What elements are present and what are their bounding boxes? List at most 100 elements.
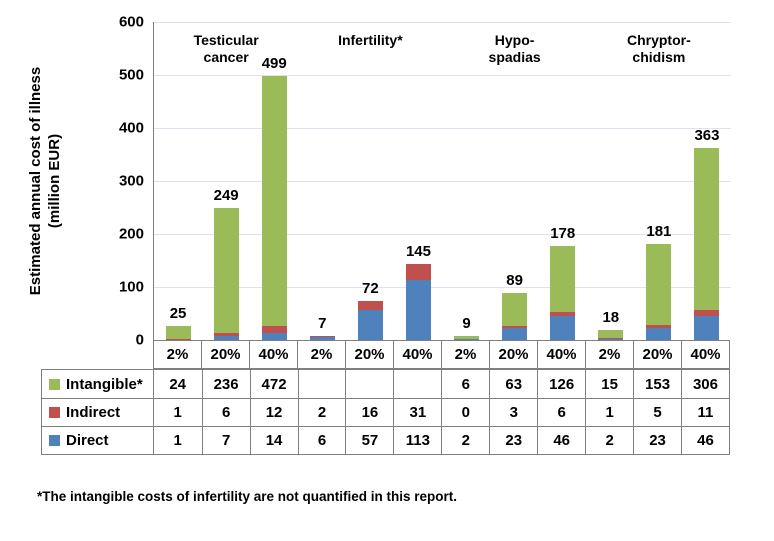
x-tick-cell: 2% [441, 341, 489, 368]
bar-total-label: 25 [169, 305, 187, 323]
table-value-cell: 6 [441, 370, 489, 398]
x-tick-cell: 20% [489, 341, 537, 368]
table-value-cell: 306 [681, 370, 729, 398]
bar-segment-direct [454, 338, 480, 340]
table-value-cell: 31 [393, 399, 441, 426]
table-value-cell: 12 [249, 399, 298, 426]
table-value-cell: 1 [173, 404, 182, 421]
gridline-200 [154, 233, 731, 235]
bar-total-label: 89 [506, 271, 523, 289]
table-value-cell: 57 [345, 427, 393, 454]
bar-segment-direct [261, 332, 287, 340]
bar-segment-indirect [165, 338, 191, 340]
table-value-cell: 2 [585, 427, 633, 454]
table-value-cell: 16 [345, 399, 393, 426]
table-value-cell: 6 [297, 427, 346, 454]
table-value-cell: 6 [201, 399, 250, 426]
table-value-cell: 14 [249, 427, 298, 454]
series-name: Intangible* [66, 375, 143, 393]
plot-area: Testicular cancer Infertility* Hypo- spadi… [153, 21, 731, 340]
bar-total-label: 178 [550, 224, 576, 242]
x-tick-cell: 40% [537, 341, 585, 368]
bar-total-label: 18 [602, 309, 620, 327]
x-tick-cell: 20% [633, 341, 681, 368]
table-value-cell: 23 [489, 427, 537, 454]
table-value-cell: 236 [201, 370, 250, 398]
bar-total-label: 249 [213, 187, 239, 205]
bar-segment-intangible [502, 292, 528, 327]
legend-swatch [49, 378, 60, 390]
x-tick-cell: 2% [585, 341, 633, 368]
table-value-cell: 113 [393, 427, 441, 454]
bar-segment-direct [598, 338, 624, 340]
bar-total-label: 181 [646, 223, 672, 241]
table-row-intangible: Intangible* 24 236 472 6 63 126 15 153 306 [42, 370, 729, 398]
bar-segment-intangible [165, 326, 191, 339]
group-label: Infertility* [338, 32, 403, 48]
group-label: Testicular cancer [193, 32, 259, 65]
gridline-600 [154, 21, 731, 23]
bar-segment-direct [405, 280, 431, 340]
table-value-cell: 46 [681, 427, 729, 454]
bar-segment-indirect [646, 325, 672, 328]
bar-segment-intangible [550, 245, 576, 313]
gridline-300 [154, 180, 731, 182]
bar-segment-intangible [261, 76, 287, 327]
x-tick-cell: 20% [345, 341, 393, 368]
data-table: Intangible* 24 236 472 6 63 126 15 153 306 Indirec… [41, 369, 730, 455]
table-value-cell: 2 [441, 427, 489, 454]
bar-segment-direct [357, 309, 383, 340]
bar-segment-indirect [261, 326, 287, 333]
series-label-cell: Indirect [42, 399, 154, 426]
table-value-cell: 1 [585, 399, 633, 426]
bar-segment-direct [309, 336, 335, 340]
series-label-cell: Direct [42, 427, 154, 454]
bar-segment-indirect [309, 335, 335, 337]
footnote: *The intangible costs of infertility are… [37, 489, 458, 504]
x-axis-category-row: 2% 20% 40% 2% 20% 40% 2% 20% 40% 2% 20% 40% [153, 340, 730, 369]
table-value-cell: 7 [201, 427, 250, 454]
series-name: Indirect [66, 404, 121, 421]
bar-segment-direct [694, 315, 720, 340]
table-value-cell: 46 [537, 427, 585, 454]
bar-total-label: 145 [405, 242, 431, 260]
series-label-cell: Intangible* [42, 370, 154, 398]
table-value-cell: 63 [489, 370, 537, 398]
y-tick-label: 600 [118, 13, 144, 31]
y-tick-label: 0 [135, 331, 144, 349]
legend-swatch [49, 407, 60, 418]
bar-segment-indirect [598, 338, 624, 339]
gridline-400 [154, 127, 731, 129]
legend-swatch [49, 435, 60, 446]
bar-segment-direct [213, 336, 239, 340]
gridline-100 [154, 286, 731, 288]
table-value-cell: 11 [681, 399, 729, 426]
table-value-cell [345, 370, 393, 398]
x-tick-cell: 40% [681, 341, 729, 368]
bar-segment-indirect [502, 326, 528, 328]
table-value-cell: 2 [297, 399, 346, 426]
bar-segment-indirect [213, 333, 239, 337]
bar-total-label: 72 [362, 280, 379, 298]
table-value-cell: 24 [169, 375, 187, 393]
table-value-cell: 5 [633, 399, 681, 426]
table-row-direct: Direct 1 7 14 6 57 113 2 23 46 2 23 46 [42, 426, 729, 454]
bar-segment-direct [502, 327, 528, 340]
bar-total-label: 499 [261, 55, 287, 73]
y-tick-label: 400 [118, 119, 144, 137]
bar-segment-intangible [213, 208, 239, 334]
bar-segment-intangible [454, 335, 480, 339]
table-value-cell: 0 [441, 399, 489, 426]
table-value-cell: 153 [633, 370, 681, 398]
y-tick-label: 200 [118, 225, 144, 243]
bar-total-label: 9 [462, 314, 471, 332]
table-value-cell: 23 [633, 427, 681, 454]
y-axis-title-line2: (million EUR) [46, 133, 63, 229]
table-value-cell [393, 370, 441, 398]
bar-segment-direct [165, 339, 191, 340]
bar-total-label: 7 [318, 314, 327, 332]
table-value-cell: 6 [537, 399, 585, 426]
table-row-indirect: Indirect 1 6 12 2 16 31 0 3 6 1 5 11 [42, 398, 729, 426]
x-tick-cell: 40% [393, 341, 441, 368]
